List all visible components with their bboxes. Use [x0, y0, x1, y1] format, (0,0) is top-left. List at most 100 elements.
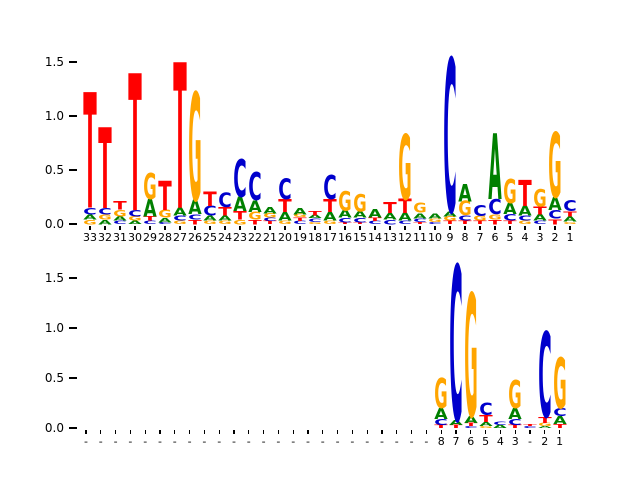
svg-text:A: A	[383, 211, 397, 222]
svg-text:A: A	[538, 426, 552, 429]
logo-letter-T: T	[464, 422, 478, 427]
x-tick-label: -	[113, 435, 118, 448]
logo-letter-A: A	[83, 214, 97, 222]
x-tick-mark	[100, 430, 102, 434]
logo-letter-G: G	[338, 186, 351, 217]
svg-text:T: T	[353, 221, 367, 224]
svg-text:C: C	[553, 406, 566, 419]
x-tick-label: 10	[428, 231, 442, 244]
svg-text:C: C	[434, 418, 447, 427]
logo-letter-T: T	[143, 216, 157, 223]
svg-text:G: G	[128, 216, 141, 223]
x-tick-label: -	[380, 435, 384, 448]
x-tick-label: -	[187, 435, 192, 448]
svg-text:C: C	[479, 400, 492, 419]
x-tick-label: 29	[143, 231, 157, 244]
svg-text:G: G	[464, 261, 477, 456]
x-tick-label: 5	[506, 231, 514, 244]
svg-text:A: A	[278, 210, 292, 224]
svg-text:A: A	[218, 215, 232, 223]
svg-text:T: T	[538, 416, 551, 425]
logo-letter-T: T	[443, 220, 457, 225]
logo-letter-A: A	[479, 421, 493, 427]
logo-letter-T: T	[218, 204, 232, 218]
x-tick-label: 8	[461, 231, 469, 244]
logo-letter-T: T	[553, 423, 567, 429]
svg-text:T: T	[338, 221, 352, 224]
logo-letter-C: C	[383, 219, 396, 226]
y-tick-mark	[69, 327, 77, 329]
logo-letter-C: C	[518, 215, 531, 223]
x-tick-label: -	[98, 435, 103, 448]
x-tick-label: -	[409, 435, 414, 448]
x-tick-label: 2	[541, 435, 549, 448]
logo-letter-G: G	[518, 220, 531, 225]
svg-text:A: A	[533, 212, 547, 223]
logo-letter-C: C	[494, 421, 507, 426]
logo-letter-T: T	[248, 219, 262, 226]
svg-text:T: T	[533, 205, 547, 217]
logo-letter-T: T	[503, 220, 517, 225]
logo-letter-G: G	[428, 218, 441, 223]
svg-text:T: T	[464, 422, 478, 427]
svg-text:G: G	[488, 214, 501, 222]
svg-text:C: C	[173, 215, 186, 223]
x-tick-mark	[470, 430, 472, 434]
x-tick-label: 5	[482, 435, 490, 448]
logo-letter-C: C	[233, 151, 246, 211]
x-tick-mark	[434, 226, 436, 230]
x-tick-mark	[174, 430, 176, 434]
svg-text:C: C	[523, 426, 536, 429]
svg-text:A: A	[353, 209, 367, 220]
svg-text:G: G	[434, 370, 447, 419]
x-tick-label: 15	[353, 231, 367, 244]
svg-text:C: C	[518, 215, 531, 223]
svg-text:C: C	[233, 151, 246, 211]
svg-text:G: G	[188, 63, 201, 236]
logo-letter-C: C	[203, 203, 216, 218]
x-tick-label: 2	[551, 231, 559, 244]
x-tick-label: 17	[323, 231, 337, 244]
x-tick-mark	[411, 430, 413, 434]
logo-letter-C: C	[218, 189, 231, 212]
svg-text:G: G	[443, 216, 456, 223]
svg-text:T: T	[113, 199, 127, 213]
logo-letter-G: G	[538, 422, 551, 427]
x-tick-label: 6	[467, 435, 475, 448]
svg-text:G: G	[158, 208, 171, 220]
logo-letter-C: C	[308, 218, 321, 223]
logo-letter-A: A	[434, 406, 448, 423]
logo-letter-T: T	[83, 60, 96, 245]
x-tick-label: 19	[293, 231, 307, 244]
x-tick-label: -	[172, 435, 177, 448]
logo-letter-C: C	[293, 220, 306, 225]
svg-text:A: A	[553, 414, 566, 427]
svg-text:T: T	[383, 200, 397, 217]
logo-letter-C: C	[428, 221, 441, 224]
svg-text:C: C	[503, 212, 516, 223]
logo-letter-A: A	[98, 219, 111, 226]
logo-letter-A: A	[508, 406, 522, 423]
svg-text:C: C	[98, 206, 111, 217]
svg-text:T: T	[308, 210, 322, 217]
x-tick-mark	[419, 226, 421, 230]
svg-text:G: G	[263, 213, 276, 220]
x-tick-label: 28	[158, 231, 172, 244]
svg-text:G: G	[398, 118, 411, 222]
svg-text:A: A	[188, 196, 202, 219]
logo-letter-G: G	[263, 213, 276, 220]
svg-text:T: T	[83, 60, 96, 245]
x-tick-mark	[89, 226, 91, 230]
svg-text:C: C	[338, 217, 351, 224]
y-tick-label: 1.0	[44, 109, 64, 123]
logo-letter-T: T	[548, 218, 562, 226]
logo-letter-T: T	[113, 199, 127, 213]
svg-text:G: G	[533, 186, 546, 213]
x-tick-mark	[366, 430, 368, 434]
svg-text:A: A	[308, 215, 322, 220]
svg-text:C: C	[488, 195, 501, 220]
logo-letter-C: C	[523, 426, 536, 429]
svg-text:C: C	[494, 421, 507, 426]
svg-text:G: G	[473, 215, 486, 223]
